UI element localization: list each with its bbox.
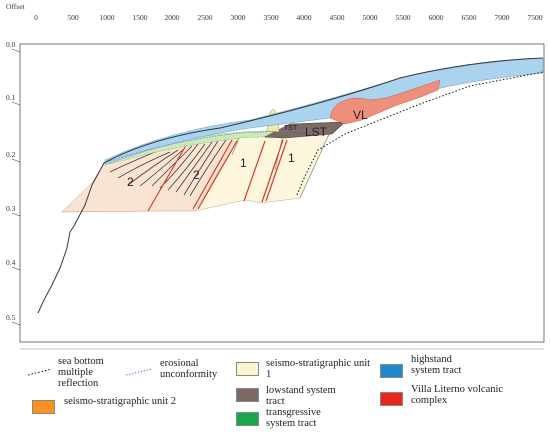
section-frame: [19, 43, 545, 343]
legend-erosional-symbol: [125, 368, 153, 376]
label-unit1-b: 1: [288, 151, 295, 165]
x-tick: 1500: [133, 13, 148, 22]
legend-erosional-label: erosional unconformity: [160, 358, 218, 380]
legend-sea-bottom-symbol: [27, 368, 53, 376]
legend-transgressive-swatch: [236, 412, 259, 426]
sea-bottom-multiple-reflection: [296, 71, 544, 196]
legend-villa-literno-label: Villa Literno volcanic complex: [411, 384, 504, 406]
label-unit2-a: 2: [127, 175, 134, 189]
x-tick: 1000: [100, 13, 115, 22]
unit1-block-boundaries: [231, 131, 331, 199]
y-tick: 0.0: [6, 40, 16, 49]
label-tst: TST: [284, 125, 298, 132]
label-vl: VL: [353, 108, 368, 122]
x-tick: 0: [34, 13, 38, 22]
x-tick: 7000: [495, 13, 510, 22]
fault-lines: [147, 139, 288, 212]
y-tick: 0.3: [6, 204, 16, 213]
x-tick: 2000: [165, 13, 180, 22]
x-axis-ticks: 0 500 1000 1500 2000 2500 3000 3500 4000…: [34, 13, 543, 22]
x-tick: 5500: [396, 13, 411, 22]
y-axis-ticks: 0.0 0.1 0.2 0.3 0.4 0.5: [6, 40, 21, 326]
sea-bottom: [37, 57, 544, 314]
legend-highstand-label: highstand system tract: [411, 354, 462, 376]
x-tick: 4000: [297, 13, 312, 22]
legend-unit2-label: seismo-stratigraphic unit 2: [64, 396, 176, 407]
x-tick: 2500: [198, 13, 213, 22]
legend-unit1-swatch: [236, 362, 259, 376]
legend-unit2-swatch: [32, 400, 55, 414]
legend-sea-bottom-label: sea bottom multiple reflection: [58, 356, 104, 389]
y-tick: 0.4: [6, 258, 16, 267]
legend-unit1-label: seismo-stratigraphic unit 1: [266, 358, 371, 380]
legend-villa-literno-swatch: [380, 392, 403, 406]
legend-lowstand-swatch: [236, 388, 259, 402]
y-tick: 0.1: [6, 93, 16, 102]
x-tick: 3500: [264, 13, 279, 22]
label-lst: LST: [305, 125, 328, 139]
villa-literno-complex: [329, 79, 441, 125]
x-tick: 7500: [528, 13, 543, 22]
x-tick: 500: [67, 13, 79, 22]
x-tick: 3000: [231, 13, 246, 22]
label-unit2-b: 2: [193, 168, 200, 182]
x-tick: 5000: [363, 13, 378, 22]
offset-axis-title: Offset: [6, 2, 26, 11]
legend-highstand-swatch: [380, 364, 403, 378]
y-tick: 0.5: [6, 313, 16, 322]
legend-transgressive-label: transgressive system tract: [266, 407, 321, 429]
erosional-unconformity: [109, 128, 331, 162]
x-tick: 6000: [429, 13, 444, 22]
legend-lowstand-label: lowstand system tract: [266, 385, 336, 407]
x-tick: 6500: [462, 13, 477, 22]
y-tick: 0.2: [6, 150, 16, 159]
x-tick: 4500: [330, 13, 345, 22]
label-unit1-a: 1: [240, 156, 247, 170]
unit2-reflectors: [109, 139, 227, 197]
